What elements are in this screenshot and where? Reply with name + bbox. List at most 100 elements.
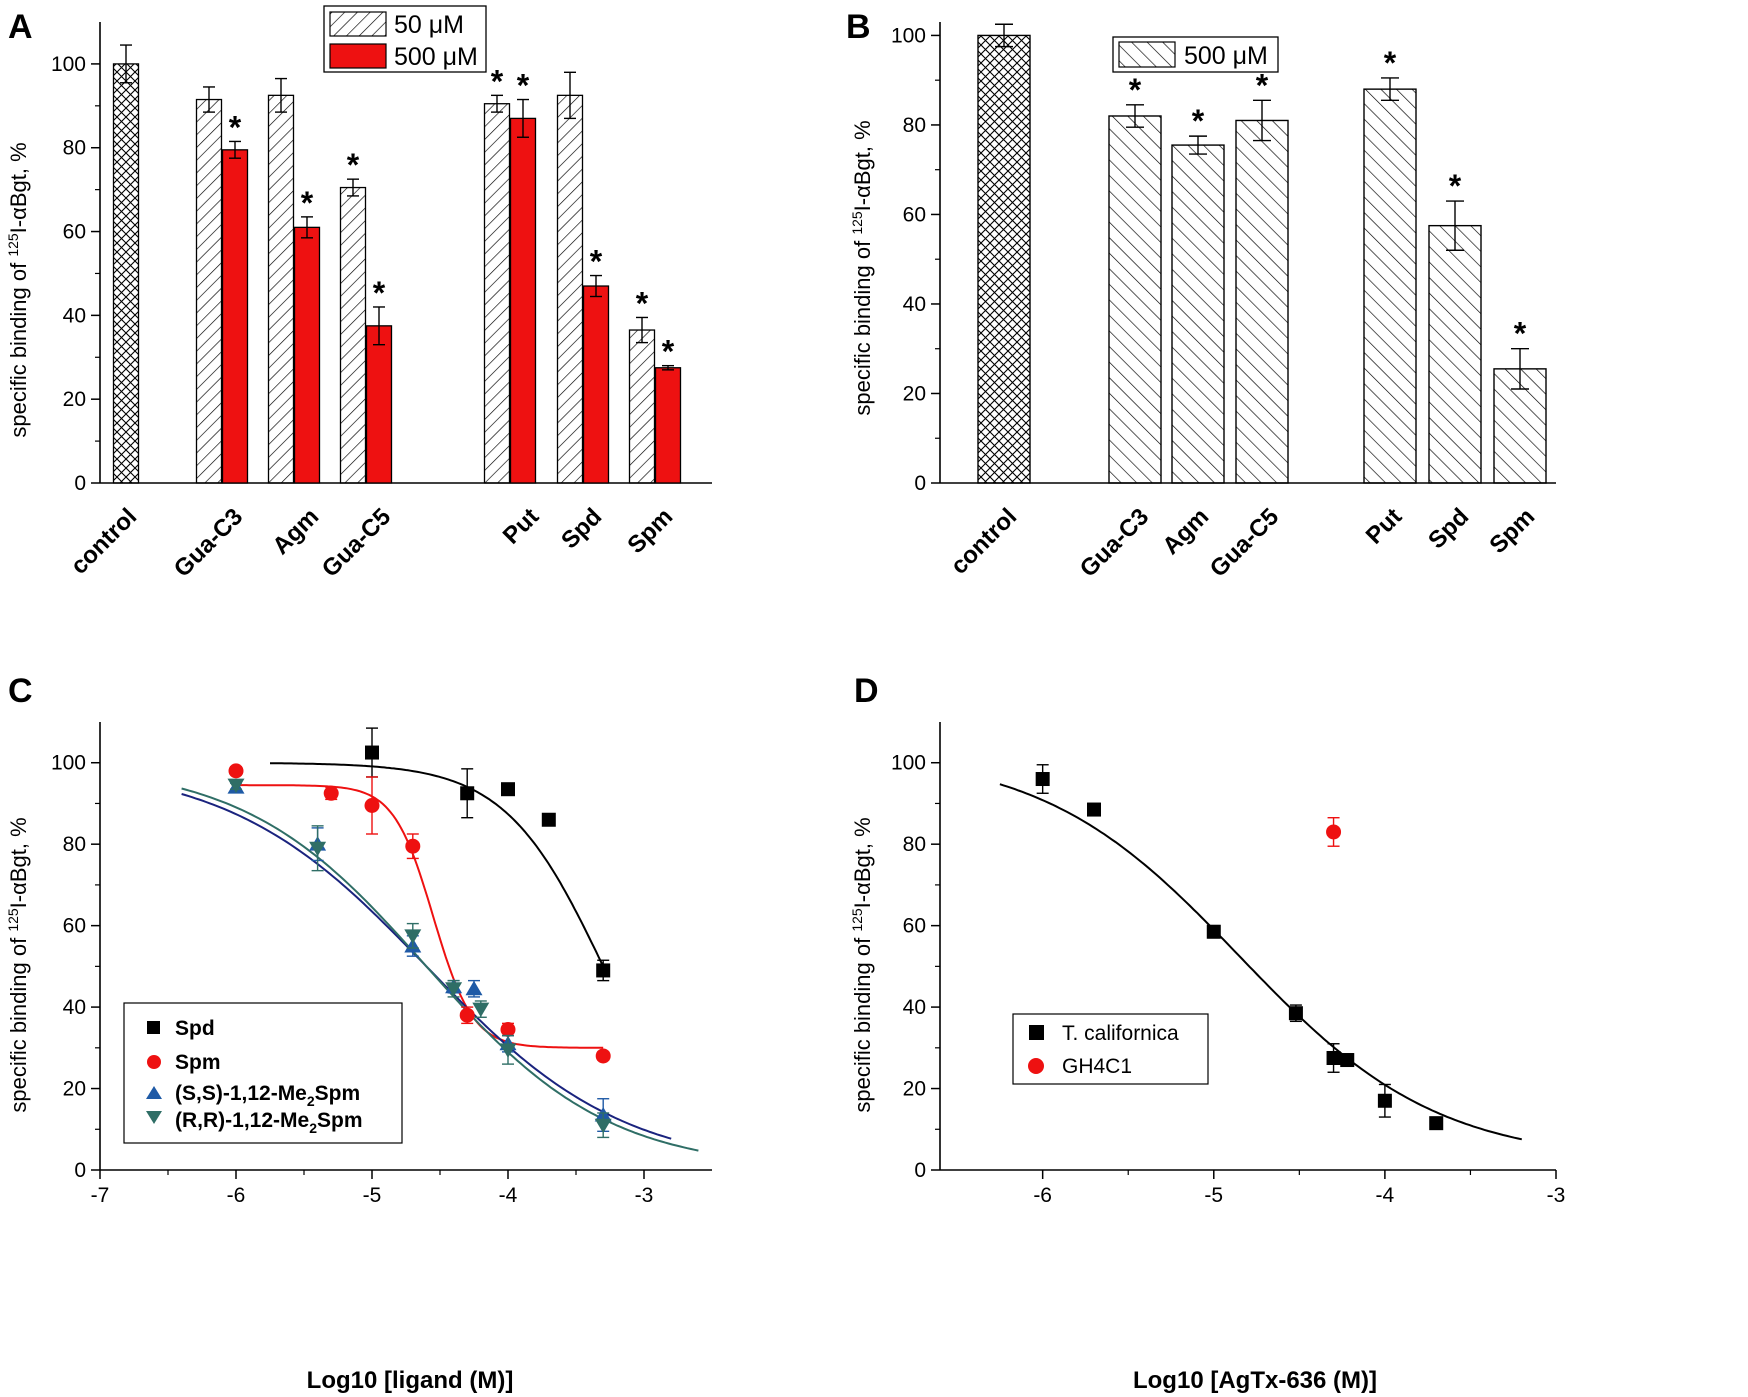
- panel-d-y-axis-label: specific binding of 125I-αBgt, %: [849, 817, 875, 1112]
- panel-d-y-tick-label: 0: [914, 1159, 926, 1182]
- panel-a-category-label-agm: Agm: [267, 503, 324, 560]
- legend-label-t-californica: T. californica: [1062, 1022, 1179, 1045]
- data-point-s-s-1-12-me2spm: [465, 980, 483, 996]
- panel-a-y-axis-label: specific binding of 125I-αBgt, %: [5, 142, 31, 437]
- panel-c-x-tick-label: -5: [363, 1184, 382, 1207]
- panel-d-y-tick-label: 40: [903, 996, 926, 1019]
- bar-50um-agm: [267, 94, 295, 484]
- fit-curve-t-californica: [999, 783, 1523, 1141]
- panel-a-y-tick-label: 60: [63, 221, 86, 244]
- panel-b: B specific binding of 125I-αBgt, % 0 20 40…: [846, 8, 1556, 583]
- data-point-spm: [405, 838, 421, 854]
- panel-d: D specific binding of 125I-αBgt, % Log10…: [849, 672, 1565, 1394]
- panel-d-x-axis-label: Log10 [AgTx-636 (M)]: [1133, 1367, 1377, 1394]
- legend-swatch-500um: [329, 43, 387, 69]
- bar-50um-spm: [628, 329, 656, 484]
- panel-d-legend: T. californica GH4C1: [1012, 1013, 1209, 1085]
- legend-label-rr-me2spm: (R,R)-1,12-Me2Spm: [175, 1109, 363, 1136]
- data-point-r-r-1-12-me2spm: [227, 778, 245, 794]
- bar-gua-c5: [1235, 119, 1289, 484]
- panel-c-y-tick-label: 20: [63, 1078, 86, 1101]
- legend-swatch-50um: [329, 11, 387, 37]
- data-point-spm: [323, 785, 339, 801]
- panel-b-category-label-agm: Agm: [1157, 503, 1214, 560]
- data-point-spd: [365, 745, 379, 760]
- panel-b-category-label-control: control: [946, 503, 1023, 580]
- panel-a-y-tick-label: 100: [51, 53, 86, 76]
- bar-500um-put: [509, 117, 537, 484]
- data-point-r-r-1-12-me2spm: [594, 1118, 612, 1134]
- panel-c-x-tick-label: -7: [91, 1184, 110, 1207]
- panel-d-axes: 0 20 40 60 80 100 -6 -5 -4 -3: [891, 722, 1565, 1207]
- data-point-t-californica: [1326, 1051, 1341, 1065]
- panel-a-category-label-control: control: [66, 503, 143, 580]
- data-point-r-r-1-12-me2spm: [404, 929, 422, 944]
- panel-b-bars: * * * * * *: [977, 23, 1547, 484]
- legend-marker-spd: [147, 1021, 160, 1034]
- panel-a-legend: 50 μM 500 μM: [323, 5, 487, 73]
- bar-gua-c3: [1108, 115, 1162, 484]
- bar-agm: [1171, 144, 1225, 484]
- panel-b-y-tick-label: 100: [891, 24, 926, 47]
- significance-star-500um-gua-c3: *: [229, 109, 242, 145]
- data-point-gh4c1: [1326, 824, 1342, 840]
- panel-b-y-tick-label: 60: [903, 203, 926, 226]
- panel-a-bars: * * * * * * * * *: [112, 44, 682, 484]
- panel-b-category-label-put: Put: [1361, 503, 1407, 549]
- significance-star-500um-gua-c5: *: [373, 275, 386, 311]
- panel-label-d: D: [854, 672, 879, 710]
- data-point-spm: [500, 1021, 516, 1037]
- bar-500um-spm: [654, 367, 682, 484]
- legend-marker-rr-me2spm: [146, 1111, 162, 1124]
- significance-star-50um-put: *: [491, 63, 504, 99]
- panel-b-category-label-gua-c3: Gua-C3: [1075, 503, 1154, 582]
- panel-c-y-tick-label: 40: [63, 996, 86, 1019]
- significance-star-500um-put: *: [517, 68, 530, 104]
- panel-a-category-label-spm: Spm: [622, 503, 678, 559]
- data-point-spd: [501, 782, 515, 797]
- data-point-r-r-1-12-me2spm: [445, 982, 463, 997]
- panel-c-legend: Spd Spm (S,S)-1,12-Me2Spm (R,R)-1,12-Me2…: [123, 1002, 403, 1144]
- data-point-t-californica: [1429, 1116, 1444, 1131]
- data-point-r-r-1-12-me2spm: [499, 1043, 517, 1058]
- legend-label-500um: 500 μM: [1184, 42, 1268, 70]
- data-point-spm: [595, 1048, 611, 1064]
- bar-500um-gua-c3: [221, 149, 249, 484]
- panel-c: C specific binding of 125I-αBgt, % Log10…: [5, 672, 712, 1394]
- panel-d-y-tick-label: 20: [903, 1078, 926, 1101]
- significance-star-agm: *: [1192, 103, 1205, 139]
- bar-spd: [1428, 224, 1482, 484]
- legend-marker-spm: [147, 1055, 161, 1069]
- data-point-r-r-1-12-me2spm: [309, 841, 327, 857]
- panel-a-category-label-gua-c3: Gua-C3: [169, 503, 248, 582]
- panel-d-x-tick-label: -4: [1376, 1184, 1395, 1207]
- data-point-spm: [459, 1007, 475, 1023]
- panel-c-y-axis-label: specific binding of 125I-αBgt, %: [5, 817, 31, 1112]
- panel-a-category-label-spd: Spd: [556, 503, 607, 554]
- panel-b-y-tick-label: 80: [903, 114, 926, 137]
- panel-a: A specific binding of 125I-αBgt, % 0 20 40…: [5, 5, 712, 583]
- significance-star-500um-spm: *: [662, 334, 675, 370]
- panel-b-category-label-spm: Spm: [1484, 503, 1540, 559]
- legend-marker-t-californica: [1029, 1025, 1044, 1040]
- bar-50um-spd: [556, 94, 584, 484]
- panel-c-plot: [181, 727, 699, 1152]
- panel-d-x-tick-label: -3: [1547, 1184, 1566, 1207]
- legend-marker-gh4c1: [1028, 1058, 1044, 1074]
- bar-put: [1363, 88, 1417, 484]
- data-point-spm: [228, 763, 244, 779]
- panel-label-c: C: [8, 672, 33, 710]
- significance-star-put: *: [1384, 45, 1397, 81]
- legend-label-50um: 50 μM: [394, 11, 464, 39]
- panel-a-y-tick-label: 0: [74, 472, 86, 495]
- panel-b-legend: 500 μM: [1112, 36, 1279, 73]
- bar-control: [112, 63, 140, 484]
- fit-curve-spd: [270, 762, 605, 967]
- significance-star-500um-agm: *: [301, 185, 314, 221]
- legend-label-spd: Spd: [175, 1017, 215, 1040]
- panel-c-y-tick-label: 60: [63, 915, 86, 938]
- data-point-spd: [596, 963, 611, 978]
- data-point-t-californica: [1035, 772, 1050, 787]
- significance-star-50um-gua-c5: *: [347, 147, 360, 183]
